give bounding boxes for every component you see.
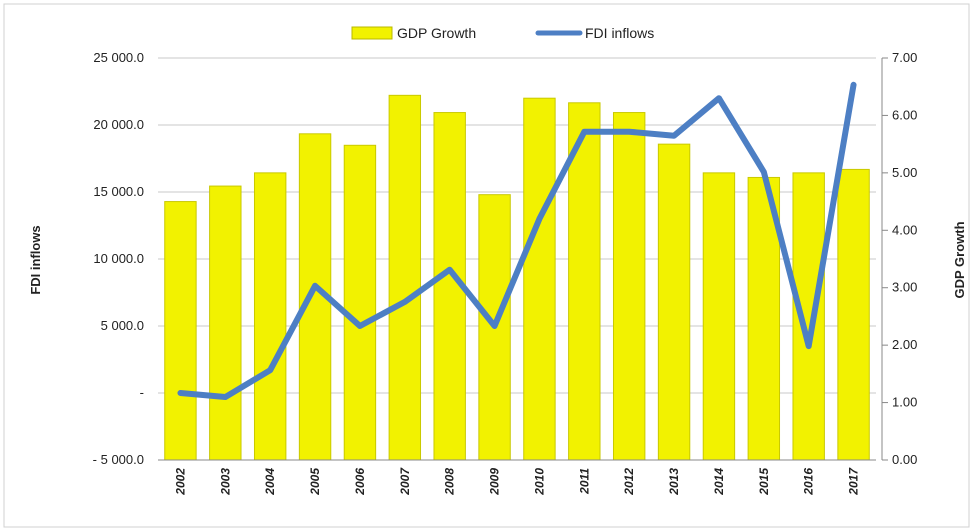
y-right-tick-label: 7.00	[892, 50, 917, 65]
y-right-tick-label: 1.00	[892, 395, 917, 410]
y-left-tick-label: 10 000.0	[93, 251, 144, 266]
gdp-bar	[837, 168, 870, 461]
y-right-tick-label: 6.00	[892, 107, 917, 122]
y-left-tick-label: 25 000.0	[93, 50, 144, 65]
x-tick-label: 2009	[488, 468, 502, 496]
fdi-line	[177, 81, 857, 401]
legend-label-fdi: FDI inflows	[585, 25, 654, 41]
x-tick-label: 2015	[757, 468, 771, 496]
y-left-tick-label: 15 000.0	[93, 184, 144, 199]
y-axis-right-title: GDP Growth	[952, 221, 967, 298]
gdp-bar	[612, 112, 646, 461]
x-tick-label: 2013	[667, 468, 681, 496]
gdp-bar	[702, 172, 736, 461]
gdp-bar	[523, 97, 556, 461]
legend: GDP Growth FDI inflows	[351, 25, 654, 41]
y-right-tick-label: 3.00	[892, 280, 917, 295]
y-left-tick-label: - 5 000.0	[93, 452, 144, 467]
x-tick-label: 2016	[802, 468, 816, 496]
x-tick-label: 2003	[218, 468, 232, 496]
x-tick-label: 2002	[173, 468, 187, 496]
x-tick-label: 2005	[308, 468, 322, 496]
x-tick-label: 2010	[532, 468, 546, 496]
y-left-tick-label: -	[140, 385, 144, 400]
fdi-series-line	[177, 81, 857, 401]
x-tick-label: 2014	[712, 468, 726, 496]
x-tick-label: 2012	[622, 468, 636, 496]
y-left-tick-label: 20 000.0	[93, 117, 144, 132]
x-tick-label: 2011	[577, 468, 591, 495]
x-tick-label: 2007	[398, 467, 412, 496]
gdp-bar	[792, 172, 825, 461]
gdp-bar	[164, 201, 197, 461]
legend-swatch-gdp	[351, 26, 393, 40]
x-tick-label: 2006	[353, 468, 367, 496]
y-right-tick-label: 5.00	[892, 165, 917, 180]
y-axis-left-title: FDI inflows	[28, 225, 43, 294]
axes: - 5 000.0 - 5 000.0 10 000.0 15 000.0 20 000.…	[93, 50, 918, 496]
gdp-bar	[209, 185, 242, 461]
gdp-bar	[253, 172, 287, 461]
x-tick-label: 2008	[443, 468, 457, 496]
y-left-tick-label: 5 000.0	[101, 318, 144, 333]
y-right-tick-label: 4.00	[892, 222, 917, 237]
legend-label-gdp: GDP Growth	[397, 25, 476, 41]
x-tick-label: 2017	[847, 467, 861, 496]
gdp-bar	[657, 143, 691, 461]
gdp-bar	[343, 144, 377, 461]
gdp-bar	[388, 94, 422, 461]
x-tick-label: 2004	[263, 468, 277, 496]
gdp-bar	[568, 102, 601, 461]
y-right-tick-label: 0.00	[892, 452, 917, 467]
y-right-tick-label: 2.00	[892, 337, 917, 352]
gdp-bars	[164, 94, 870, 461]
